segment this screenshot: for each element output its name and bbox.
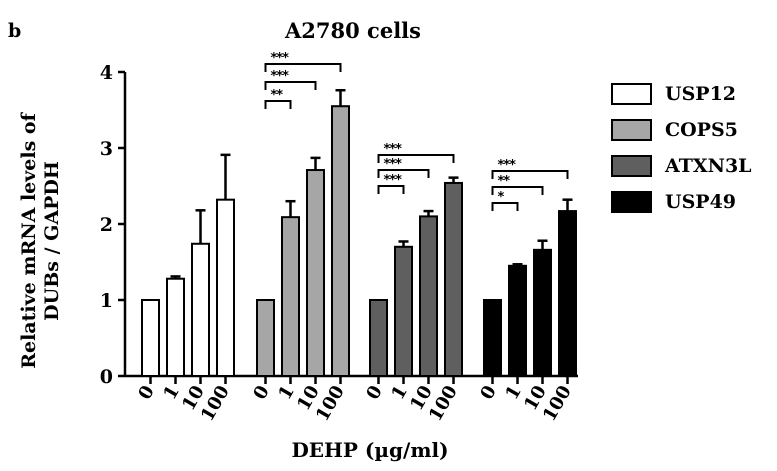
x-tick-label: 100 xyxy=(539,382,576,425)
legend: USP12 COPS5 ATXN3L USP49 xyxy=(611,80,752,224)
significance-label: * xyxy=(498,190,505,205)
x-axis-label: DEHP (µg/ml) xyxy=(291,438,449,462)
bar xyxy=(419,215,438,377)
bar xyxy=(256,299,275,377)
bar xyxy=(281,216,300,377)
bar xyxy=(444,181,463,377)
legend-label: COPS5 xyxy=(665,119,738,141)
legend-label: USP12 xyxy=(665,83,737,105)
legend-label: USP49 xyxy=(665,191,737,213)
bar xyxy=(191,242,210,377)
bar xyxy=(483,299,502,377)
legend-item: ATXN3L xyxy=(611,152,752,180)
panel-letter: b xyxy=(8,20,22,42)
significance-bracket xyxy=(491,186,544,195)
legend-swatch-atxn3l xyxy=(611,155,652,177)
bar xyxy=(166,277,185,377)
x-tick-label: 100 xyxy=(425,382,462,425)
significance-label: ** xyxy=(271,88,284,103)
significance-label: *** xyxy=(384,142,403,157)
y-tick-label: 2 xyxy=(100,214,113,236)
bar xyxy=(533,248,552,377)
significance-bracket xyxy=(491,202,519,211)
bar xyxy=(306,169,325,377)
significance-bracket xyxy=(377,154,455,163)
significance-bracket xyxy=(377,169,430,178)
bar xyxy=(369,299,388,377)
significance-bracket xyxy=(264,100,292,109)
y-tick-label: 4 xyxy=(100,62,113,84)
y-tick-label: 1 xyxy=(100,290,113,312)
bar xyxy=(141,299,160,377)
legend-swatch-usp12 xyxy=(611,83,652,105)
legend-item: COPS5 xyxy=(611,116,752,144)
legend-swatch-usp49 xyxy=(611,191,652,213)
significance-bracket xyxy=(264,81,317,90)
y-tick-label: 3 xyxy=(100,138,113,160)
x-tick-label: 0 xyxy=(249,382,273,403)
bar xyxy=(331,105,350,377)
x-tick-label: 100 xyxy=(312,382,349,425)
bar xyxy=(394,245,413,377)
legend-item: USP49 xyxy=(611,188,752,216)
significance-label: *** xyxy=(271,51,290,66)
legend-label: ATXN3L xyxy=(665,155,752,177)
significance-bracket xyxy=(264,63,342,72)
legend-item: USP12 xyxy=(611,80,752,108)
significance-label: *** xyxy=(271,69,290,84)
x-tick-label: 0 xyxy=(134,382,158,403)
significance-label: *** xyxy=(498,158,517,173)
significance-label: *** xyxy=(384,173,403,188)
legend-swatch-cops5 xyxy=(611,119,652,141)
significance-label: ** xyxy=(498,174,511,189)
significance-bracket xyxy=(377,185,405,194)
bar xyxy=(558,210,577,377)
significance-label: *** xyxy=(384,157,403,172)
x-tick-label: 0 xyxy=(476,382,500,403)
x-tick-label: 100 xyxy=(197,382,234,425)
chart-title: A2780 cells xyxy=(285,18,421,43)
bar xyxy=(508,264,527,377)
bar xyxy=(216,198,235,377)
x-tick-label: 0 xyxy=(362,382,386,403)
y-tick-label: 0 xyxy=(100,366,113,388)
significance-bracket xyxy=(491,170,569,179)
